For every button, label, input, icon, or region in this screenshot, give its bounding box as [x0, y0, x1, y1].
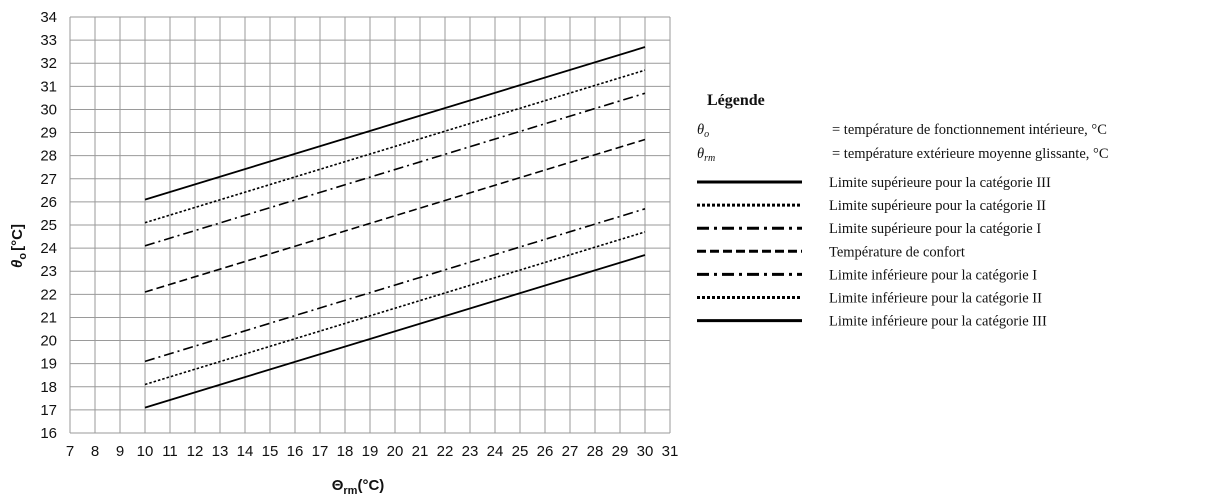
svg-text:= température extérieure moyen: = température extérieure moyenne glissan…: [832, 146, 1108, 162]
tick-labels: 7 8 9 10 11 12 13 14 15 16 17 18 19 20 21 22 23 24 25 26 27 2…: [40, 9, 678, 460]
grid: [69, 16, 671, 434]
x-tick-label-22: 22: [437, 443, 454, 460]
y-tick-label-25: 25: [40, 217, 57, 234]
y-axis-label: θo[°C]: [9, 224, 29, 268]
x-tick-label-29: 29: [612, 443, 629, 460]
x-tick-label-12: 12: [187, 443, 204, 460]
legend-entry-4: Température de confort: [697, 244, 965, 260]
y-tick-label-24: 24: [40, 240, 57, 257]
series-lines: [144, 46, 646, 409]
legend: Légende θo = température de fonctionneme…: [697, 92, 1108, 330]
x-tick-label-15: 15: [262, 443, 279, 460]
x-tick-label-28: 28: [587, 443, 604, 460]
y-tick-label-23: 23: [40, 263, 57, 280]
series-line-7: [144, 254, 646, 409]
y-tick-label-22: 22: [40, 286, 57, 303]
legend-entry-5: Limite inférieure pour la catégorie I: [697, 267, 1037, 283]
y-tick-label-28: 28: [40, 148, 57, 165]
x-tick-label-10: 10: [137, 443, 154, 460]
legend-title: Légende: [707, 92, 765, 109]
x-tick-label-23: 23: [462, 443, 479, 460]
y-tick-label-29: 29: [40, 125, 57, 142]
legend-entry-6: Limite inférieure pour la catégorie II: [697, 291, 1042, 307]
x-tick-label-19: 19: [362, 443, 379, 460]
svg-text:θo: θo: [697, 122, 709, 140]
x-tick-label-30: 30: [637, 443, 654, 460]
x-tick-label-20: 20: [387, 443, 404, 460]
series-line-6: [144, 231, 646, 386]
svg-text:= température de fonctionnemen: = température de fonctionnement intérieu…: [832, 122, 1107, 138]
y-tick-label-26: 26: [40, 194, 57, 211]
legend-entry-7: Limite inférieure pour la catégorie III: [697, 314, 1047, 330]
x-tick-label-25: 25: [512, 443, 529, 460]
x-tick-label-14: 14: [237, 443, 254, 460]
legend-label-1: Limite supérieure pour la catégorie III: [829, 175, 1051, 191]
legend-entry-3: Limite supérieure pour la catégorie I: [697, 221, 1041, 237]
y-tick-label-18: 18: [40, 379, 57, 396]
series-line-4: [144, 138, 646, 293]
y-tick-label-19: 19: [40, 356, 57, 373]
series-line-3: [144, 92, 646, 247]
y-tick-label-27: 27: [40, 171, 57, 188]
x-tick-label-27: 27: [562, 443, 579, 460]
legend-label-3: Limite supérieure pour la catégorie I: [829, 221, 1041, 237]
series-line-2: [144, 69, 646, 224]
y-tick-label-20: 20: [40, 333, 57, 350]
x-tick-label-8: 8: [91, 443, 99, 460]
x-tick-label-16: 16: [287, 443, 304, 460]
x-tick-label-26: 26: [537, 443, 554, 460]
legend-entry-1: Limite supérieure pour la catégorie III: [697, 175, 1051, 191]
legend-definition-theta-o: θo = température de fonctionnement intér…: [697, 122, 1107, 140]
legend-label-7: Limite inférieure pour la catégorie III: [829, 314, 1047, 330]
x-tick-label-31: 31: [662, 443, 679, 460]
legend-label-4: Température de confort: [829, 244, 965, 260]
legend-label-2: Limite supérieure pour la catégorie II: [829, 198, 1046, 214]
series-line-5: [144, 208, 646, 363]
x-tick-label-9: 9: [116, 443, 124, 460]
series-line-1: [144, 46, 646, 201]
y-tick-label-17: 17: [40, 402, 57, 419]
x-tick-label-13: 13: [212, 443, 229, 460]
x-tick-label-17: 17: [312, 443, 329, 460]
x-axis-label: Θrm(°C): [332, 477, 385, 495]
legend-definition-theta-rm: θrm = température extérieure moyenne gli…: [697, 146, 1108, 164]
x-tick-label-24: 24: [487, 443, 504, 460]
svg-text:θrm: θrm: [697, 146, 715, 164]
x-tick-label-7: 7: [66, 443, 74, 460]
y-tick-label-30: 30: [40, 101, 57, 118]
x-tick-label-11: 11: [162, 443, 178, 460]
y-tick-label-33: 33: [40, 32, 57, 49]
x-tick-label-21: 21: [412, 443, 429, 460]
y-tick-label-21: 21: [40, 309, 57, 326]
y-tick-label-16: 16: [40, 425, 57, 442]
y-tick-label-34: 34: [40, 9, 57, 26]
y-tick-label-32: 32: [40, 55, 57, 72]
legend-label-6: Limite inférieure pour la catégorie II: [829, 291, 1042, 307]
legend-label-5: Limite inférieure pour la catégorie I: [829, 267, 1037, 283]
y-tick-label-31: 31: [40, 78, 57, 95]
x-tick-label-18: 18: [337, 443, 354, 460]
legend-entries: Limite supérieure pour la catégorie III L…: [697, 175, 1051, 330]
legend-entry-2: Limite supérieure pour la catégorie II: [697, 198, 1046, 214]
